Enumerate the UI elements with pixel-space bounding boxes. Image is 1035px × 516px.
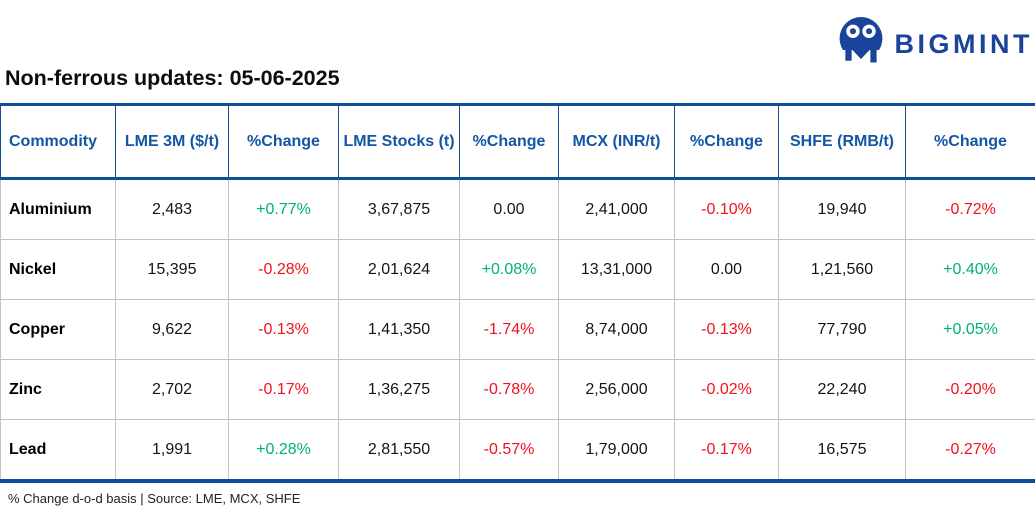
value-cell: 2,01,624 bbox=[338, 239, 460, 300]
change-cell: -0.02% bbox=[674, 359, 779, 420]
commodity-cell: Nickel bbox=[0, 239, 116, 300]
change-cell: +0.08% bbox=[459, 239, 559, 300]
table-row-aluminium: Aluminium 2,483 +0.77% 3,67,875 0.00 2,4… bbox=[0, 178, 1035, 240]
change-cell: 0.00 bbox=[674, 239, 779, 300]
value-cell: 1,41,350 bbox=[338, 299, 460, 360]
col-header-lme-stocks-change: %Change bbox=[459, 103, 559, 180]
change-cell: -0.78% bbox=[459, 359, 559, 420]
commodity-cell: Zinc bbox=[0, 359, 116, 420]
col-header-commodity: Commodity bbox=[0, 103, 116, 180]
table-row-zinc: Zinc 2,702 -0.17% 1,36,275 -0.78% 2,56,0… bbox=[0, 359, 1035, 420]
value-cell: 3,67,875 bbox=[338, 178, 460, 240]
value-cell: 2,702 bbox=[115, 359, 229, 420]
value-cell: 1,991 bbox=[115, 419, 229, 483]
source-footnote: % Change d-o-d basis | Source: LME, MCX,… bbox=[8, 491, 301, 506]
change-cell: -0.17% bbox=[228, 359, 339, 420]
change-cell: -1.74% bbox=[459, 299, 559, 360]
value-cell: 1,79,000 bbox=[558, 419, 675, 483]
change-cell: -0.27% bbox=[905, 419, 1035, 483]
change-cell: +0.40% bbox=[905, 239, 1035, 300]
change-cell: 0.00 bbox=[459, 178, 559, 240]
change-cell: -0.20% bbox=[905, 359, 1035, 420]
table-row-lead: Lead 1,991 +0.28% 2,81,550 -0.57% 1,79,0… bbox=[0, 419, 1035, 483]
value-cell: 1,36,275 bbox=[338, 359, 460, 420]
change-cell: -0.28% bbox=[228, 239, 339, 300]
value-cell: 2,81,550 bbox=[338, 419, 460, 483]
value-cell: 16,575 bbox=[778, 419, 906, 483]
col-header-shfe: SHFE (RMB/t) bbox=[778, 103, 906, 180]
bigmint-logo: BIGMINT bbox=[835, 14, 1034, 75]
change-cell: -0.13% bbox=[674, 299, 779, 360]
col-header-shfe-change: %Change bbox=[905, 103, 1035, 180]
change-cell: -0.13% bbox=[228, 299, 339, 360]
table-header-row: Commodity LME 3M ($/t) %Change LME Stock… bbox=[0, 103, 1035, 180]
page-title: Non-ferrous updates: 05-06-2025 bbox=[5, 66, 340, 90]
change-cell: -0.10% bbox=[674, 178, 779, 240]
col-header-lme-3m-change: %Change bbox=[228, 103, 339, 180]
commodity-cell: Copper bbox=[0, 299, 116, 360]
col-header-lme-stocks: LME Stocks (t) bbox=[338, 103, 460, 180]
bigmint-logo-text: BIGMINT bbox=[894, 29, 1033, 59]
col-header-lme-3m: LME 3M ($/t) bbox=[115, 103, 229, 180]
table-row-copper: Copper 9,622 -0.13% 1,41,350 -1.74% 8,74… bbox=[0, 299, 1035, 360]
value-cell: 8,74,000 bbox=[558, 299, 675, 360]
change-cell: -0.57% bbox=[459, 419, 559, 483]
change-cell: +0.28% bbox=[228, 419, 339, 483]
value-cell: 1,21,560 bbox=[778, 239, 906, 300]
commodity-price-table: Commodity LME 3M ($/t) %Change LME Stock… bbox=[0, 103, 1035, 483]
value-cell: 2,41,000 bbox=[558, 178, 675, 240]
table-row-nickel: Nickel 15,395 -0.28% 2,01,624 +0.08% 13,… bbox=[0, 239, 1035, 300]
value-cell: 22,240 bbox=[778, 359, 906, 420]
value-cell: 9,622 bbox=[115, 299, 229, 360]
change-cell: +0.05% bbox=[905, 299, 1035, 360]
value-cell: 13,31,000 bbox=[558, 239, 675, 300]
bigmint-logo-icon bbox=[835, 14, 886, 75]
value-cell: 15,395 bbox=[115, 239, 229, 300]
change-cell: -0.72% bbox=[905, 178, 1035, 240]
change-cell: -0.17% bbox=[674, 419, 779, 483]
col-header-mcx-change: %Change bbox=[674, 103, 779, 180]
value-cell: 2,56,000 bbox=[558, 359, 675, 420]
value-cell: 77,790 bbox=[778, 299, 906, 360]
change-cell: +0.77% bbox=[228, 178, 339, 240]
value-cell: 2,483 bbox=[115, 178, 229, 240]
commodity-cell: Lead bbox=[0, 419, 116, 483]
col-header-mcx: MCX (INR/t) bbox=[558, 103, 675, 180]
value-cell: 19,940 bbox=[778, 178, 906, 240]
commodity-cell: Aluminium bbox=[0, 178, 116, 240]
